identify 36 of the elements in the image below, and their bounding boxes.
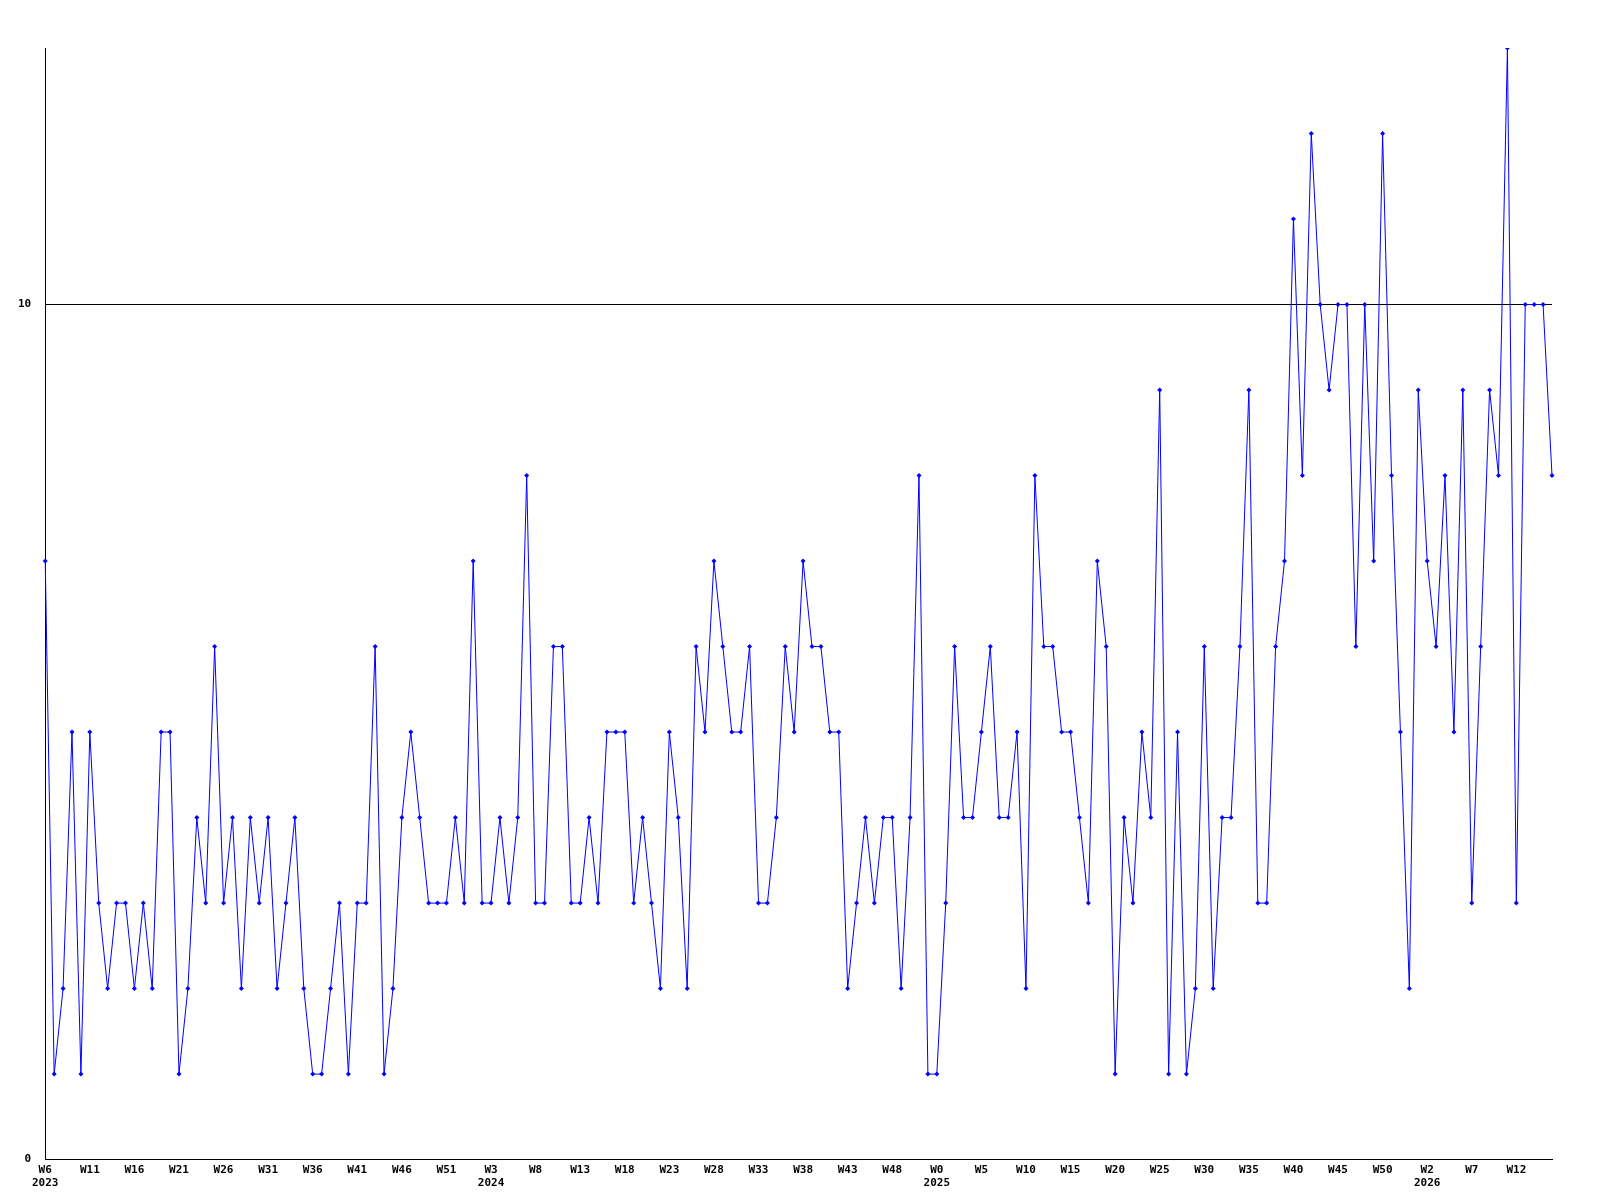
x-tick-label: W38: [793, 1163, 814, 1177]
x-tick-label: W8: [528, 1163, 543, 1177]
x-tick-label: W45: [1328, 1163, 1348, 1177]
x-tick-label: W11: [79, 1163, 101, 1177]
x-tick-label: W0 2025: [923, 1163, 951, 1190]
x-tick-label: W6 2023: [32, 1163, 59, 1190]
x-tick-label: W40: [1283, 1163, 1304, 1177]
x-tick-label: W13: [570, 1163, 591, 1177]
x-tick-label: W30: [1194, 1163, 1215, 1177]
x-tick-label: W12: [1506, 1163, 1527, 1177]
y-tick-label: 0: [24, 1152, 32, 1166]
x-tick-label: W18: [614, 1163, 635, 1177]
x-tick-label: W25: [1149, 1163, 1170, 1177]
x-tick-label: W26: [213, 1163, 234, 1177]
x-tick-label: W15: [1060, 1163, 1081, 1177]
x-tick-label: W20: [1105, 1163, 1126, 1177]
x-tick-label: W16: [124, 1163, 145, 1177]
x-tick-label: W10: [1016, 1163, 1036, 1177]
x-tick-label: W28: [703, 1163, 724, 1177]
x-tick-label: W21: [169, 1163, 190, 1177]
x-tick-label: W3 2024: [477, 1163, 505, 1190]
x-tick-label: W31: [258, 1163, 279, 1177]
x-tick-label: W41: [347, 1163, 368, 1177]
x-tick-label: W51: [436, 1163, 457, 1177]
x-tick-label: W2 2026: [1413, 1163, 1441, 1190]
x-tick-label: W35: [1238, 1163, 1259, 1177]
x-tick-label: W50: [1372, 1163, 1393, 1177]
x-tick-label: W46: [391, 1163, 413, 1177]
x-tick-label: W5: [974, 1163, 989, 1177]
x-tick-label: W36: [302, 1163, 324, 1177]
x-tick-label: W43: [837, 1163, 858, 1177]
x-tick-label: W33: [748, 1163, 769, 1177]
x-tick-label: W48: [882, 1163, 903, 1177]
x-tick-label: W23: [659, 1163, 680, 1177]
y-tick-label: 10: [18, 297, 32, 311]
x-tick-label: W7: [1465, 1163, 1479, 1177]
